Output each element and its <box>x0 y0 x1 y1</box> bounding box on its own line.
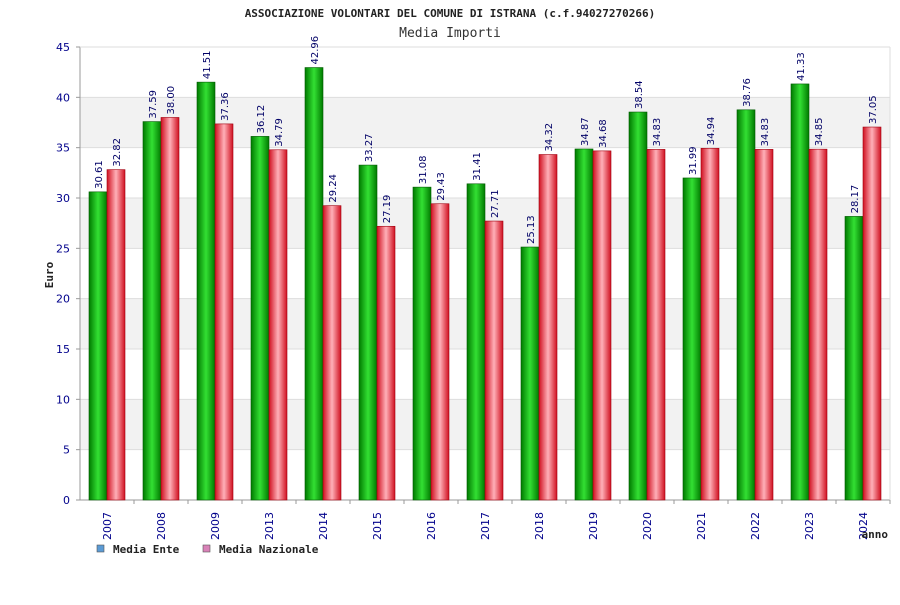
data-label: 31.99 <box>688 146 699 175</box>
bar-media-ente-2017 <box>466 183 486 501</box>
bar-media-ente-2007 <box>88 191 108 501</box>
x-tick-label: 2024 <box>857 512 870 540</box>
legend-label: Media Ente <box>113 543 180 556</box>
bar-media-nazionale-2017 <box>484 220 504 501</box>
y-tick-label: 30 <box>56 192 70 205</box>
data-label: 34.94 <box>706 117 717 146</box>
y-tick-label: 40 <box>56 91 70 104</box>
bar-media-nazionale-2007 <box>106 169 126 501</box>
data-label: 34.68 <box>598 119 609 148</box>
x-tick-label: 2008 <box>155 512 168 540</box>
data-label: 41.33 <box>796 52 807 81</box>
data-label: 31.08 <box>418 155 429 184</box>
x-tick-label: 2013 <box>263 512 276 540</box>
data-label: 34.85 <box>814 118 825 147</box>
y-tick-label: 20 <box>56 293 70 306</box>
data-labels: 30.61 32.82 37.59 38.00 41.51 37.36 36.12 34.79… <box>94 36 879 244</box>
legend-swatch <box>202 544 211 553</box>
bar-media-ente-2016 <box>412 186 432 501</box>
y-axis-label: Euro <box>43 261 56 288</box>
data-label: 36.12 <box>256 105 267 134</box>
chart-subtitle: Media Importi <box>399 26 501 41</box>
data-label: 34.79 <box>274 118 285 147</box>
x-tick-label: 2009 <box>209 512 222 540</box>
bar-media-nazionale-2014 <box>322 205 342 501</box>
data-label: 41.51 <box>202 50 213 79</box>
data-label: 37.59 <box>148 90 159 119</box>
bar-media-nazionale-2024 <box>862 126 882 501</box>
bar-media-ente-2024 <box>844 216 864 501</box>
data-label: 29.24 <box>328 174 339 203</box>
data-label: 34.87 <box>580 117 591 146</box>
x-tick-label: 2017 <box>479 512 492 540</box>
bar-media-nazionale-2013 <box>268 149 288 501</box>
data-label: 34.32 <box>544 123 555 152</box>
legend-swatch <box>96 544 105 553</box>
chart-title: ASSOCIAZIONE VOLONTARI DEL COMUNE DI IST… <box>245 7 656 20</box>
y-tick-label: 25 <box>56 242 70 255</box>
x-tick-label: 2007 <box>101 512 114 540</box>
bar-media-nazionale-2023 <box>808 148 828 501</box>
data-label: 34.83 <box>652 118 663 147</box>
data-label: 42.96 <box>310 36 321 65</box>
bar-media-ente-2015 <box>358 164 378 501</box>
legend: Media Ente Media Nazionale <box>96 543 319 556</box>
data-label: 30.61 <box>94 160 105 189</box>
tick-labels: 0 5 10 15 20 25 30 35 40 45 2007 2008 2009 2013 2014 20… <box>56 41 870 540</box>
bar-media-nazionale-2008 <box>160 117 180 501</box>
x-tick-label: 2014 <box>317 512 330 540</box>
x-tick-label: 2023 <box>803 512 816 540</box>
data-label: 25.13 <box>526 215 537 244</box>
bar-media-nazionale-2019 <box>592 150 612 501</box>
y-tick-label: 15 <box>56 343 70 356</box>
bar-media-nazionale-2016 <box>430 203 450 501</box>
y-tick-label: 5 <box>63 444 70 457</box>
bar-media-ente-2009 <box>196 81 216 501</box>
data-label: 29.43 <box>436 172 447 201</box>
x-tick-label: 2022 <box>749 512 762 540</box>
x-tick-label: 2015 <box>371 512 384 540</box>
x-tick-label: 2018 <box>533 512 546 540</box>
x-tick-label: 2021 <box>695 512 708 540</box>
y-tick-label: 45 <box>56 41 70 54</box>
bar-media-ente-2008 <box>142 121 162 501</box>
data-label: 38.76 <box>742 78 753 107</box>
data-label: 32.82 <box>112 138 123 167</box>
bar-media-nazionale-2021 <box>700 147 720 501</box>
data-label: 33.27 <box>364 133 375 162</box>
data-label: 28.17 <box>850 185 861 214</box>
bar-media-ente-2014 <box>304 67 324 501</box>
bar-media-nazionale-2022 <box>754 149 774 501</box>
bar-media-nazionale-2015 <box>376 225 396 501</box>
bar-media-ente-2020 <box>628 111 648 501</box>
x-axis-label: anno <box>862 528 889 541</box>
y-tick-label: 10 <box>56 393 70 406</box>
bar-media-ente-2021 <box>682 177 702 501</box>
data-label: 34.83 <box>760 118 771 147</box>
y-tick-label: 35 <box>56 142 70 155</box>
data-label: 27.19 <box>382 195 393 224</box>
x-tick-label: 2016 <box>425 512 438 540</box>
x-tick-label: 2020 <box>641 512 654 540</box>
bar-media-ente-2023 <box>790 83 810 501</box>
y-tick-label: 0 <box>63 494 70 507</box>
bar-media-ente-2019 <box>574 148 594 501</box>
data-label: 38.54 <box>634 80 645 109</box>
data-label: 31.41 <box>472 152 483 181</box>
x-tick-label: 2019 <box>587 512 600 540</box>
bar-media-nazionale-2009 <box>214 123 234 501</box>
data-label: 37.05 <box>868 95 879 124</box>
bar-media-ente-2013 <box>250 136 270 501</box>
bar-media-nazionale-2018 <box>538 154 558 501</box>
data-label: 37.36 <box>220 92 231 121</box>
data-label: 27.71 <box>490 189 501 218</box>
bar-media-nazionale-2020 <box>646 149 666 501</box>
data-label: 38.00 <box>166 86 177 115</box>
bar-media-ente-2022 <box>736 109 756 501</box>
bars <box>88 67 882 501</box>
bar-media-ente-2018 <box>520 246 540 501</box>
legend-label: Media Nazionale <box>219 543 319 556</box>
